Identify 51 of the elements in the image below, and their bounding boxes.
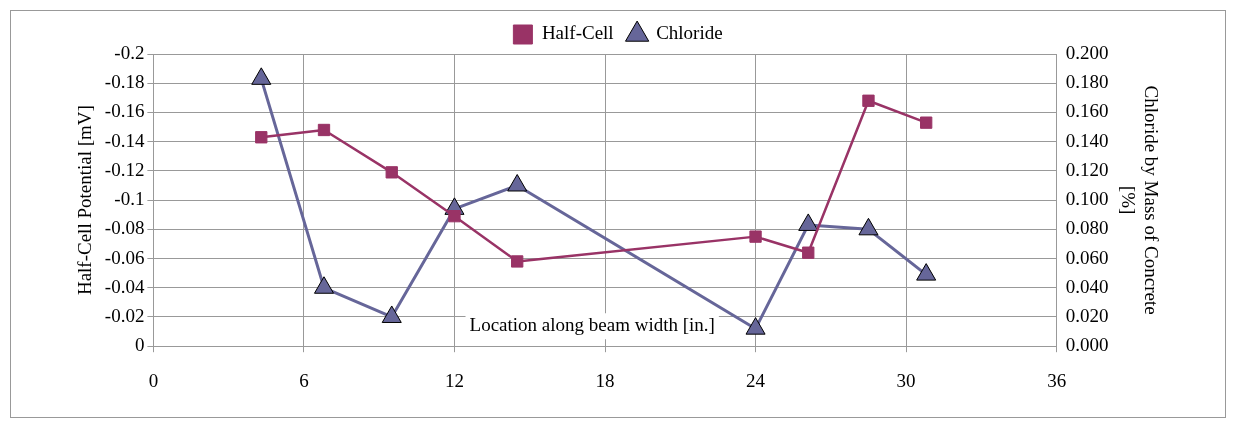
y-tick-label: -0.16 (104, 100, 145, 122)
x-tick-label: 0 (148, 369, 159, 391)
point (858, 217, 879, 236)
y-tick-label: -0.14 (104, 129, 145, 151)
y2-tick-label: 0.120 (1065, 158, 1109, 180)
y2-tick-label: 0.080 (1065, 217, 1109, 239)
y2-axis-title: Chloride by Mass of Concrete [%] (1117, 85, 1162, 315)
x-tick-label: 24 (746, 369, 766, 391)
x-tick-label: 18 (595, 369, 615, 391)
legend-label: Half-Cell (541, 22, 614, 44)
y2-tick-label: 0.100 (1065, 188, 1109, 210)
y-tick-label: -0.06 (104, 246, 145, 268)
point (798, 213, 819, 231)
point (313, 276, 335, 294)
x-tick-label: 12 (444, 369, 464, 391)
point (511, 255, 524, 268)
y-tick-label: -0.04 (104, 275, 145, 297)
y2-tick-label: 0.180 (1065, 71, 1109, 93)
y-axis-title: Half-Cell Potential [mV] (74, 105, 96, 296)
y2-tick-label: 0.140 (1065, 129, 1109, 151)
x-axis-title: Location along beam width [in.] (469, 314, 715, 336)
y-tick-label: -0.1 (114, 188, 145, 210)
y2-tick-label: 0.000 (1065, 334, 1109, 356)
point (385, 166, 398, 179)
y-tick-label: 0 (134, 334, 145, 356)
y2-tick-label: 0.020 (1065, 304, 1109, 326)
point (448, 210, 461, 223)
y-tick-label: -0.12 (104, 158, 145, 180)
y-tick-label: -0.18 (104, 71, 145, 93)
y-tick-label: -0.2 (114, 41, 145, 63)
x-tick-label: 30 (896, 369, 916, 391)
point (507, 173, 528, 192)
point (749, 230, 762, 243)
y-tick-label: -0.02 (104, 304, 145, 326)
point (251, 67, 272, 85)
y2-tick-label: 0.160 (1065, 100, 1109, 122)
point (745, 317, 766, 335)
point (920, 116, 933, 129)
point (381, 305, 402, 323)
y2-tick-label: 0.200 (1065, 41, 1109, 63)
point (862, 94, 875, 107)
y-tick-label: -0.08 (104, 217, 145, 239)
point (802, 246, 815, 259)
point (916, 263, 937, 281)
y2-tick-label: 0.040 (1065, 275, 1109, 297)
point (317, 123, 331, 137)
x-tick-label: 36 (1047, 369, 1067, 391)
legend-label: Chloride (656, 22, 723, 44)
point (255, 131, 268, 144)
x-tick-label: 6 (299, 369, 309, 391)
y2-tick-label: 0.060 (1065, 246, 1109, 268)
